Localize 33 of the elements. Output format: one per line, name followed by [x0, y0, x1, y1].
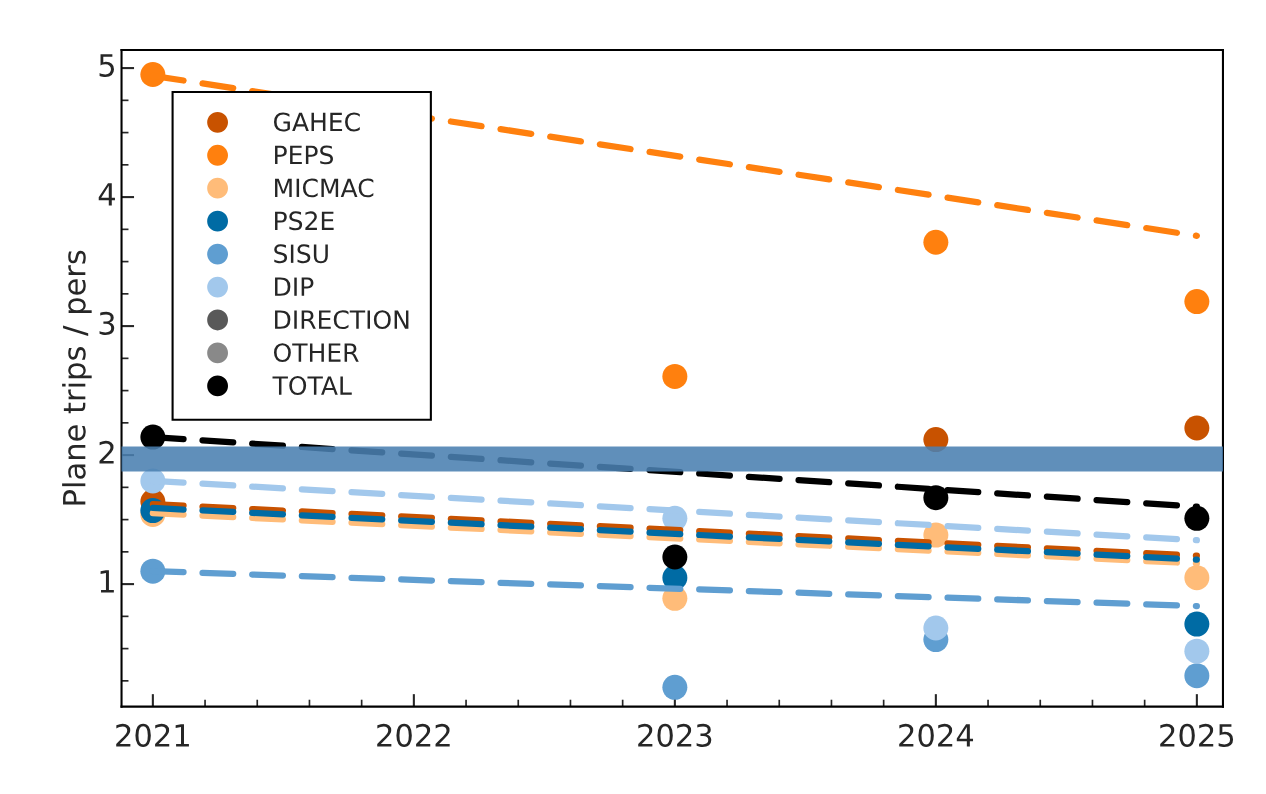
y-tick-label: 5: [99, 54, 115, 77]
point: [1184, 638, 1210, 664]
y-tick-label: 2: [99, 440, 114, 464]
x-tick-label: 2022: [377, 723, 450, 747]
point: [923, 229, 949, 255]
point: [923, 485, 949, 511]
point: [1184, 505, 1210, 531]
point: [662, 544, 688, 570]
y-tick-label: 3: [99, 311, 115, 335]
legend-label: MICMAC: [275, 178, 374, 198]
x-tick-label: 2023: [638, 723, 712, 747]
point: [662, 674, 688, 700]
point: [1184, 415, 1210, 441]
point: [1184, 289, 1210, 315]
legend-label: OTHER: [273, 343, 359, 363]
legend-label: PS2E: [275, 211, 334, 231]
point: [1184, 565, 1210, 591]
point: [1184, 611, 1210, 637]
point: [923, 615, 949, 641]
y-tick-label: 4: [98, 183, 115, 206]
legend-label: GAHEC: [273, 112, 360, 132]
legend-label: PEPS: [275, 145, 334, 165]
x-tick-label: 2025: [1160, 723, 1234, 747]
x-tick-label: 2024: [899, 723, 974, 747]
legend-label: DIP: [275, 277, 314, 296]
y-tick-label: 1: [100, 570, 114, 593]
legend-label: TOTAL: [272, 376, 352, 395]
point: [1184, 663, 1210, 689]
legend-label: DIRECTION: [275, 310, 409, 330]
point: [662, 363, 688, 389]
y-axis-title: Plane trips / pers: [62, 250, 92, 505]
legend-label: SISU: [274, 244, 328, 264]
x-tick-label: 2021: [116, 723, 189, 747]
